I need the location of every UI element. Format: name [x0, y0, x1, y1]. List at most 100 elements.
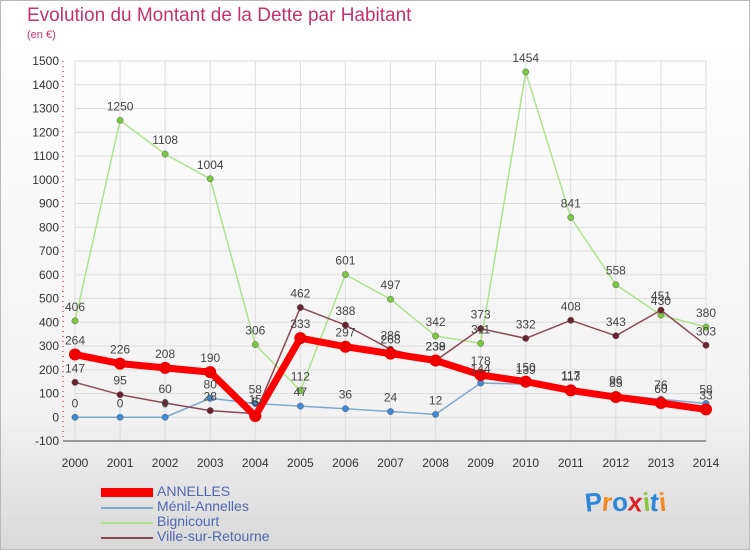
y-tick-label: 1500 — [32, 54, 59, 68]
data-label: 36 — [339, 388, 353, 402]
y-tick-label: 700 — [39, 244, 59, 258]
data-label: 47 — [294, 385, 308, 399]
data-point — [477, 325, 485, 333]
x-tick-label: 2014 — [693, 456, 720, 470]
data-label: 332 — [516, 317, 536, 331]
data-point — [657, 306, 665, 314]
legend-swatch — [101, 488, 153, 497]
data-point — [519, 375, 532, 388]
y-tick-label: 300 — [39, 339, 59, 353]
data-point — [296, 387, 304, 395]
legend-item: Ménil-Annelles — [101, 498, 361, 515]
data-label: 24 — [384, 391, 398, 405]
legend-swatch — [101, 522, 153, 524]
data-point — [249, 410, 262, 423]
data-label: 268 — [380, 333, 400, 347]
data-label: 0 — [117, 396, 124, 410]
data-label: 406 — [65, 300, 85, 314]
data-label: 0 — [72, 396, 79, 410]
data-point — [206, 175, 214, 183]
y-tick-label: 400 — [39, 315, 59, 329]
data-label: 58 — [249, 382, 263, 396]
data-label: 178 — [471, 354, 491, 368]
data-label: 333 — [290, 317, 310, 331]
x-tick-label: 2000 — [62, 456, 89, 470]
data-label: 60 — [158, 382, 172, 396]
data-point — [432, 410, 439, 418]
data-label: 497 — [380, 278, 400, 292]
data-label: 558 — [606, 264, 626, 278]
legend-label: Bignicourt — [157, 513, 220, 529]
data-label: 408 — [561, 299, 581, 313]
y-tick-label: 800 — [39, 220, 59, 234]
data-point — [700, 403, 712, 416]
legend-item: Bignicourt — [101, 513, 361, 530]
data-point — [206, 394, 214, 402]
data-label: 33 — [699, 388, 713, 402]
data-point — [159, 361, 172, 374]
data-point — [69, 348, 81, 361]
y-tick-label: 1200 — [32, 125, 59, 139]
data-label: 96 — [609, 373, 623, 387]
data-label: 12 — [429, 393, 443, 407]
y-tick-label: -100 — [35, 434, 59, 448]
x-tick-label: 2005 — [287, 456, 314, 470]
data-point — [474, 368, 487, 381]
data-point — [204, 366, 217, 379]
data-label: 226 — [110, 343, 130, 357]
legend-label: Ménil-Annelles — [157, 498, 249, 514]
y-tick-label: 500 — [39, 292, 59, 306]
y-tick-label: 200 — [39, 363, 59, 377]
data-label: 342 — [426, 315, 446, 329]
data-label: 462 — [290, 287, 310, 301]
data-label: 306 — [245, 324, 265, 338]
data-point — [429, 354, 442, 367]
data-label: 1250 — [107, 99, 134, 113]
x-tick-label: 2010 — [512, 456, 539, 470]
data-point — [251, 400, 259, 407]
data-label: 303 — [696, 324, 716, 338]
data-label: 190 — [200, 351, 220, 365]
data-point — [342, 321, 349, 329]
data-label: 208 — [155, 347, 175, 361]
data-label: 388 — [335, 304, 355, 318]
data-point — [116, 413, 124, 421]
data-point — [296, 402, 304, 410]
data-label: 80 — [204, 377, 218, 391]
data-label: 15 — [249, 393, 263, 407]
data-label: 451 — [651, 289, 671, 303]
data-point — [114, 357, 127, 370]
data-label: 85 — [609, 376, 623, 390]
data-label: 112 — [291, 370, 310, 384]
legend-label: Ville-sur-Retourne — [157, 528, 270, 544]
data-label: 238 — [426, 340, 446, 354]
data-label: 601 — [335, 254, 355, 268]
data-label: 380 — [696, 306, 716, 320]
y-tick-label: 1000 — [32, 173, 59, 187]
data-label: 95 — [113, 374, 127, 388]
data-label: 430 — [651, 294, 671, 308]
data-point — [567, 316, 575, 324]
data-point — [296, 304, 304, 311]
data-point — [387, 295, 394, 303]
data-point — [387, 408, 394, 415]
x-tick-label: 2006 — [332, 456, 359, 470]
data-label: 1004 — [197, 158, 224, 172]
data-label: 144 — [471, 362, 491, 376]
legend: ANNELLES Ménil-Annelles Bignicourt Ville-su… — [101, 483, 361, 545]
data-label: 28 — [204, 390, 218, 404]
data-label: 264 — [65, 334, 85, 348]
data-label: 58 — [699, 382, 713, 396]
data-point — [161, 413, 169, 421]
data-point — [206, 407, 214, 414]
x-tick-label: 2002 — [152, 456, 179, 470]
y-tick-label: 0 — [52, 410, 59, 424]
y-tick-label: 1300 — [32, 102, 59, 116]
data-label: 1108 — [152, 133, 178, 147]
x-tick-label: 2003 — [197, 456, 224, 470]
data-point — [116, 116, 124, 124]
legend-swatch — [101, 537, 153, 539]
data-point — [384, 347, 397, 360]
data-label: 1454 — [512, 51, 539, 65]
